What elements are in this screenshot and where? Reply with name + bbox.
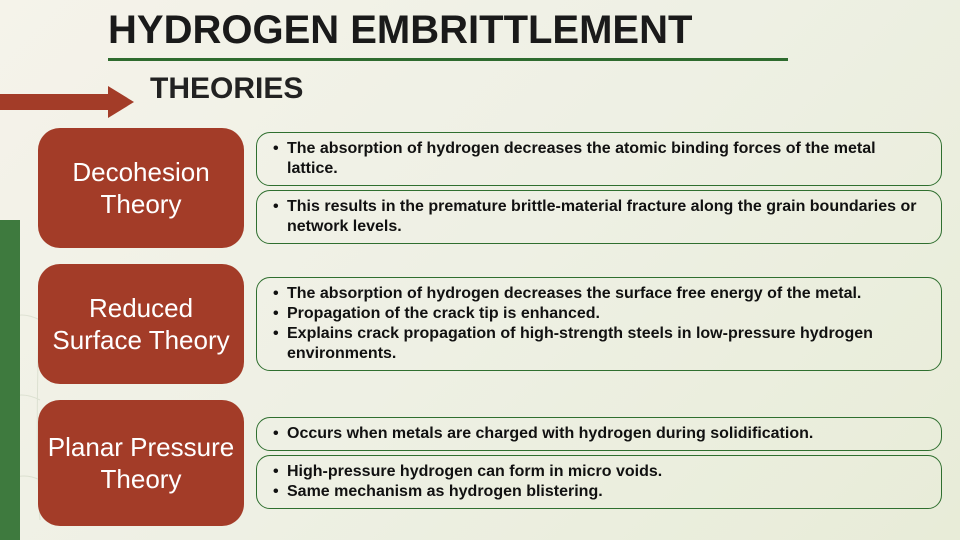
bullet-item: High-pressure hydrogen can form in micro… [271, 462, 929, 482]
theory-box-reduced-surface: Reduced Surface Theory [38, 264, 244, 384]
bullets-wrap: Occurs when metals are charged with hydr… [256, 400, 942, 526]
left-green-bar [0, 220, 20, 540]
bullets-wrap: The absorption of hydrogen decreases the… [256, 128, 942, 248]
bullet-item: The absorption of hydrogen decreases the… [271, 139, 929, 179]
theory-label: Planar Pressure Theory [44, 431, 238, 496]
bullet-pill: High-pressure hydrogen can form in micro… [256, 455, 942, 509]
bullet-pill: The absorption of hydrogen decreases the… [256, 132, 942, 186]
bullets-wrap: The absorption of hydrogen decreases the… [256, 264, 942, 384]
bullet-item: Occurs when metals are charged with hydr… [271, 424, 929, 444]
bullet-item: Same mechanism as hydrogen blistering. [271, 482, 929, 502]
bullet-item: Propagation of the crack tip is enhanced… [271, 304, 929, 324]
theory-box-decohesion: Decohesion Theory [38, 128, 244, 248]
theory-row: Decohesion Theory The absorption of hydr… [38, 128, 942, 248]
bullet-pill: The absorption of hydrogen decreases the… [256, 277, 942, 371]
bullet-item: Explains crack propagation of high-stren… [271, 324, 929, 364]
theory-label: Decohesion Theory [44, 156, 238, 221]
theory-label: Reduced Surface Theory [44, 292, 238, 357]
theory-box-planar-pressure: Planar Pressure Theory [38, 400, 244, 526]
page-subtitle: THEORIES [150, 72, 303, 106]
bullet-item: The absorption of hydrogen decreases the… [271, 284, 929, 304]
bullet-item: This results in the premature brittle-ma… [271, 197, 929, 237]
theory-row: Reduced Surface Theory The absorption of… [38, 264, 942, 384]
page-title: HYDROGEN EMBRITTLEMENT [108, 8, 692, 53]
theory-row: Planar Pressure Theory Occurs when metal… [38, 400, 942, 526]
arrow-decoration [0, 86, 136, 118]
bullet-pill: Occurs when metals are charged with hydr… [256, 417, 942, 451]
title-underline [108, 58, 788, 61]
bullet-pill: This results in the premature brittle-ma… [256, 190, 942, 244]
